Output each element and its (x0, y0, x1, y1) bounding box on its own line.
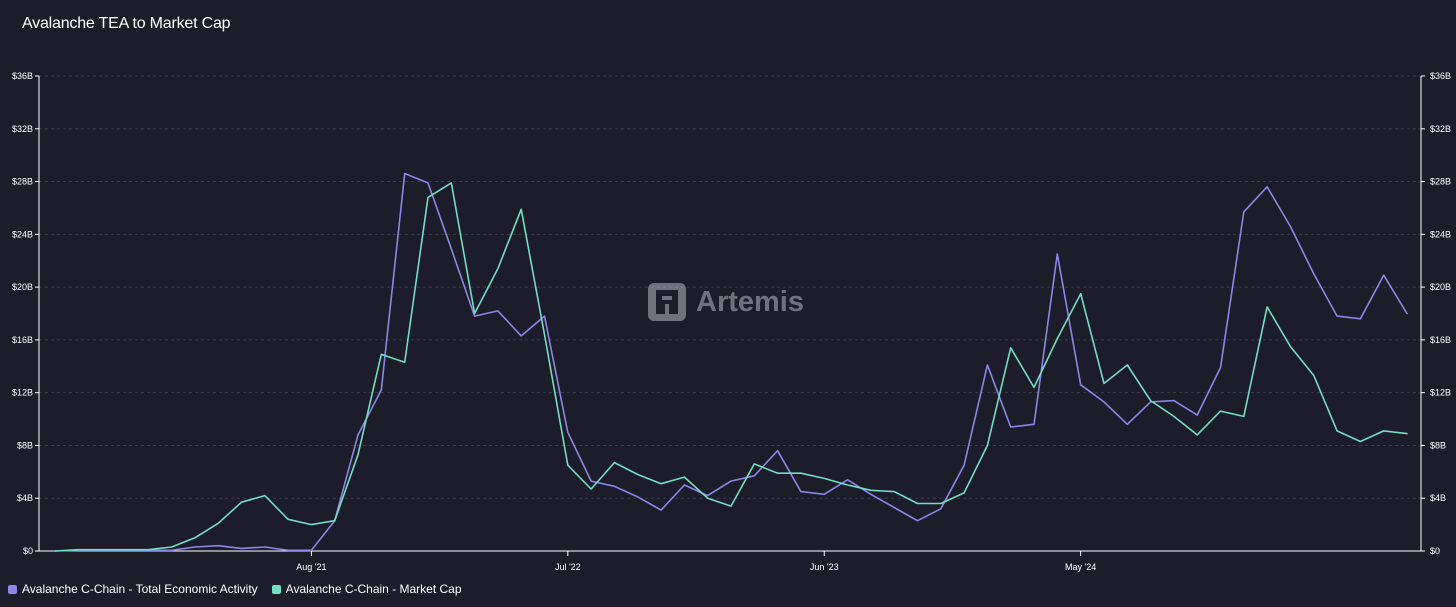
chart-title: Avalanche TEA to Market Cap (22, 15, 231, 32)
y-tick-label-right: $8B (1430, 440, 1446, 450)
y-tick-label-right: $32B (1430, 124, 1451, 134)
x-tick-label: May '24 (1065, 562, 1096, 572)
series-line-market-cap[interactable] (54, 182, 1408, 552)
legend-item-market-cap[interactable]: Avalanche C-Chain - Market Cap (271, 582, 462, 596)
y-tick-label-left: $28B (12, 177, 33, 187)
y-tick-label-right: $16B (1430, 335, 1451, 345)
y-tick-label-right: $20B (1430, 282, 1451, 292)
series-lines (54, 172, 1408, 552)
legend-item-tea[interactable]: Avalanche C-Chain - Total Economic Activ… (8, 582, 258, 596)
legend-swatch-market-cap (271, 584, 281, 594)
y-tick-label-right: $12B (1430, 388, 1451, 398)
y-tick-label-left: $12B (12, 388, 33, 398)
x-tick-label: Jun '23 (810, 562, 839, 572)
artemis-logo-icon (648, 283, 686, 321)
y-tick-label-left: $0 (23, 546, 33, 556)
y-tick-label-left: $24B (12, 229, 33, 239)
axes: $0 $0 $4B $4B $8B $8B $12B $12B $16B $16B $20B $20B… (12, 71, 1451, 572)
y-tick-label-left: $4B (17, 493, 33, 503)
y-tick-label-left: $32B (12, 124, 33, 134)
artemis-watermark: Artemis (648, 283, 804, 321)
y-tick-label-right: $4B (1430, 493, 1446, 503)
y-tick-label-right: $24B (1430, 229, 1451, 239)
x-tick-label: Aug '21 (296, 562, 326, 572)
grid-lines (39, 75, 1421, 499)
chart-legend: Avalanche C-Chain - Total Economic Activ… (8, 582, 462, 596)
y-tick-label-right: $0 (1430, 546, 1440, 556)
legend-label-market-cap: Avalanche C-Chain - Market Cap (285, 582, 462, 596)
y-tick-label-left: $20B (12, 282, 33, 292)
y-tick-label-left: $36B (12, 71, 33, 81)
legend-swatch-tea (8, 584, 17, 594)
y-tick-label-right: $28B (1430, 177, 1451, 187)
y-tick-label-left: $8B (17, 440, 33, 450)
y-tick-label-right: $36B (1430, 71, 1451, 81)
y-tick-label-left: $16B (12, 335, 33, 345)
x-tick-label: Jul '22 (555, 562, 581, 572)
series-line-total-economic-activity[interactable] (54, 172, 1408, 552)
watermark-text: Artemis (696, 285, 804, 318)
legend-label-tea: Avalanche C-Chain - Total Economic Activ… (22, 582, 258, 596)
